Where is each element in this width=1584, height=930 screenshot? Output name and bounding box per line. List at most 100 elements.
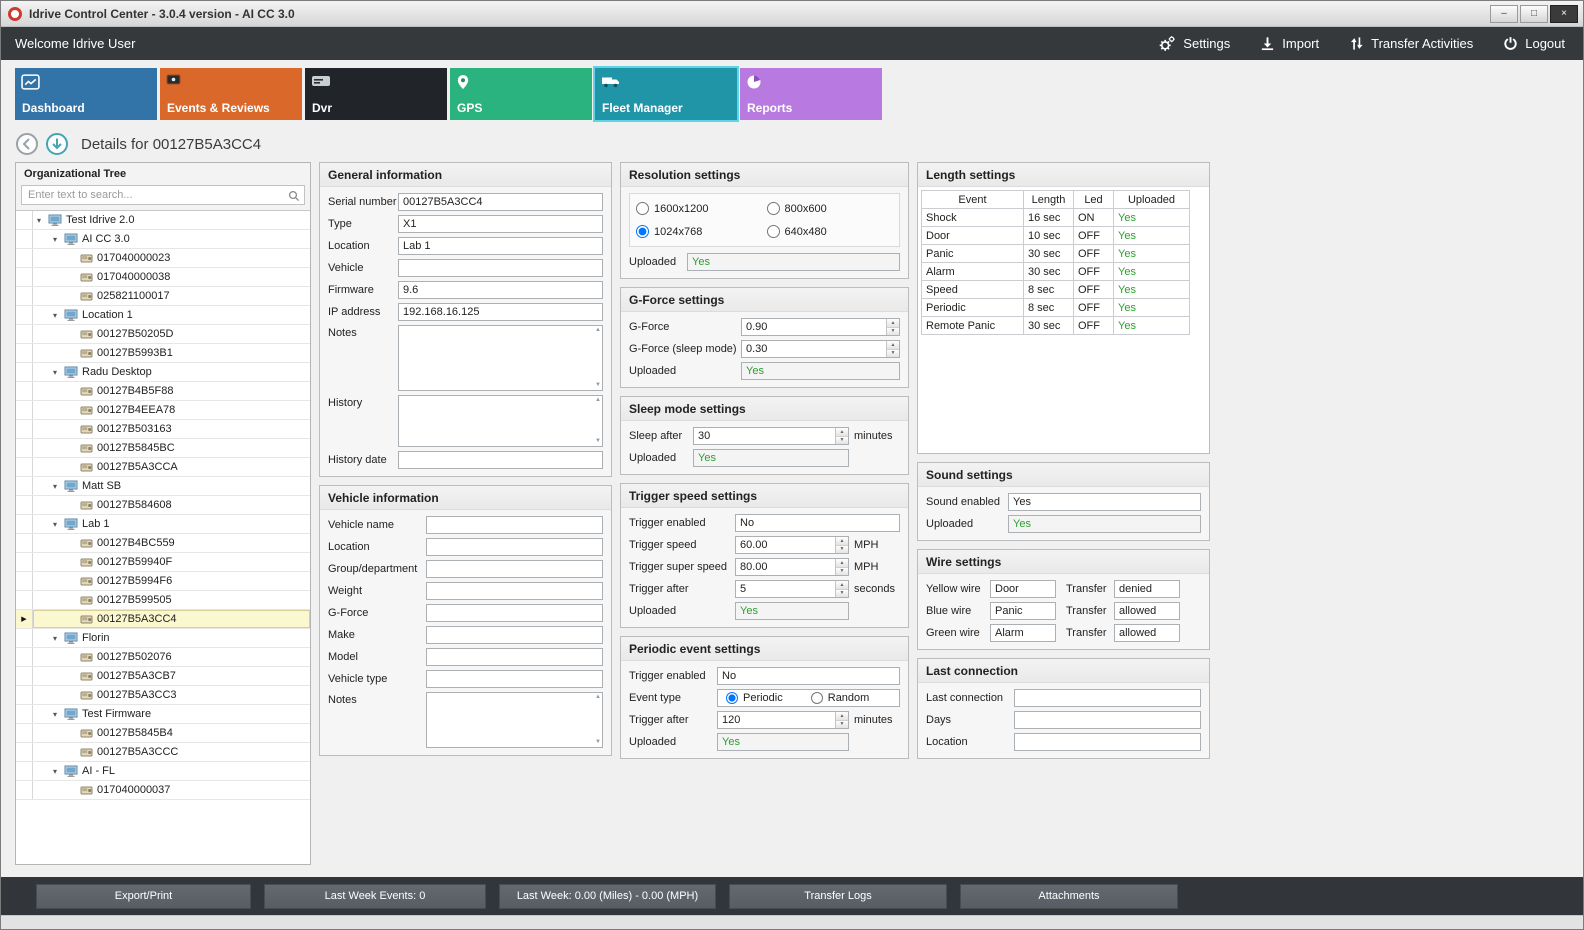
spin-up-button[interactable]: ▲ bbox=[836, 559, 848, 568]
tree-node[interactable]: 00127B5993B1 bbox=[16, 344, 310, 363]
tab-reports[interactable]: Reports bbox=[740, 68, 882, 120]
serial-number-input[interactable] bbox=[398, 193, 603, 211]
transfer-logs-button[interactable]: Transfer Logs bbox=[729, 883, 947, 909]
history-date-input[interactable] bbox=[398, 451, 603, 469]
tree-node[interactable]: ▾ Test Firmware bbox=[16, 705, 310, 724]
tree-node[interactable]: 00127B599505 bbox=[16, 591, 310, 610]
vehicle-type-input[interactable] bbox=[426, 670, 603, 688]
tree-node[interactable]: ▶ 00127B5A3CC4 bbox=[16, 610, 310, 629]
transfer-activities-button[interactable]: Transfer Activities bbox=[1349, 36, 1473, 51]
spin-up-button[interactable]: ▲ bbox=[887, 319, 899, 328]
history-textarea[interactable] bbox=[398, 395, 603, 447]
tree-node[interactable]: ▾ Location 1 bbox=[16, 306, 310, 325]
tree-node[interactable]: 00127B5994F6 bbox=[16, 572, 310, 591]
tree-node[interactable]: ▾ AI - FL bbox=[16, 762, 310, 781]
tree-node[interactable]: 00127B5A3CCC bbox=[16, 743, 310, 762]
blue-wire-input[interactable] bbox=[990, 602, 1056, 620]
ip-address-input[interactable] bbox=[398, 303, 603, 321]
radio-periodic[interactable] bbox=[726, 692, 738, 704]
tree-node[interactable]: 017040000037 bbox=[16, 781, 310, 800]
last-connection-input[interactable] bbox=[1014, 689, 1201, 707]
vehicle-gforce-input[interactable] bbox=[426, 604, 603, 622]
tree-node[interactable]: ▾ Radu Desktop bbox=[16, 363, 310, 382]
tab-dashboard[interactable]: Dashboard bbox=[15, 68, 157, 120]
radio-1024x768[interactable] bbox=[636, 225, 649, 238]
periodic-enabled-input[interactable] bbox=[717, 667, 900, 685]
spin-up-button[interactable]: ▲ bbox=[887, 341, 899, 350]
tree-node[interactable]: 00127B59940F bbox=[16, 553, 310, 572]
tree-node[interactable]: 025821100017 bbox=[16, 287, 310, 306]
spin-down-button[interactable]: ▼ bbox=[836, 545, 848, 553]
expand-arrow-icon[interactable]: ▾ bbox=[53, 481, 58, 491]
radio-640x480[interactable] bbox=[766, 225, 780, 238]
tree-node[interactable]: ▾ AI CC 3.0 bbox=[16, 230, 310, 249]
radio-random[interactable] bbox=[810, 692, 823, 704]
tree-search-input[interactable] bbox=[21, 185, 305, 205]
spin-down-button[interactable]: ▼ bbox=[887, 349, 899, 357]
maximize-button[interactable]: □ bbox=[1520, 4, 1548, 23]
expand-arrow-icon[interactable]: ▾ bbox=[37, 215, 42, 225]
attachments-button[interactable]: Attachments bbox=[960, 883, 1178, 909]
vehicle-input[interactable] bbox=[398, 259, 603, 277]
spin-up-button[interactable]: ▲ bbox=[836, 428, 848, 437]
vehicle-location-input[interactable] bbox=[426, 538, 603, 556]
length-table-row[interactable]: Door 10 sec OFF Yes bbox=[921, 226, 1190, 245]
import-button[interactable]: Import bbox=[1260, 36, 1319, 51]
sleep-after-input[interactable] bbox=[693, 427, 849, 445]
last-location-input[interactable] bbox=[1014, 733, 1201, 751]
trigger-after-input[interactable] bbox=[735, 580, 849, 598]
tree-node[interactable]: 00127B4BC559 bbox=[16, 534, 310, 553]
spin-down-button[interactable]: ▼ bbox=[887, 327, 899, 335]
tree-node[interactable]: 00127B4B5F88 bbox=[16, 382, 310, 401]
radio-800x600[interactable] bbox=[766, 202, 780, 215]
spin-down-button[interactable]: ▼ bbox=[836, 589, 848, 597]
length-table-row[interactable]: Shock 16 sec ON Yes bbox=[921, 208, 1190, 227]
logout-button[interactable]: Logout bbox=[1503, 36, 1565, 51]
spin-down-button[interactable]: ▼ bbox=[836, 720, 848, 728]
tab-dvr[interactable]: Dvr bbox=[305, 68, 447, 120]
last-week-miles-button[interactable]: Last Week: 0.00 (Miles) - 0.00 (MPH) bbox=[499, 883, 716, 909]
gforce-input[interactable] bbox=[741, 318, 900, 336]
radio-1600x1200[interactable] bbox=[636, 202, 649, 215]
tree-node[interactable]: 00127B503163 bbox=[16, 420, 310, 439]
yellow-wire-input[interactable] bbox=[990, 580, 1056, 598]
tree-node[interactable]: ▾ Test Idrive 2.0 bbox=[16, 211, 310, 230]
tree-node[interactable]: 00127B5845B4 bbox=[16, 724, 310, 743]
expand-arrow-icon[interactable]: ▾ bbox=[53, 519, 58, 529]
tree-node[interactable]: ▾ Florin bbox=[16, 629, 310, 648]
expand-arrow-icon[interactable]: ▾ bbox=[53, 709, 58, 719]
days-input[interactable] bbox=[1014, 711, 1201, 729]
periodic-after-input[interactable] bbox=[717, 711, 849, 729]
tree-node[interactable]: ▾ Matt SB bbox=[16, 477, 310, 496]
vehicle-name-input[interactable] bbox=[426, 516, 603, 534]
vehicle-notes-textarea[interactable] bbox=[426, 692, 603, 748]
trigger-super-speed-input[interactable] bbox=[735, 558, 849, 576]
trigger-speed-input[interactable] bbox=[735, 536, 849, 554]
yellow-wire-transfer-input[interactable] bbox=[1114, 580, 1180, 598]
spin-up-button[interactable]: ▲ bbox=[836, 581, 848, 590]
close-button[interactable]: × bbox=[1550, 4, 1578, 23]
length-table-row[interactable]: Remote Panic 30 sec OFF Yes bbox=[921, 316, 1190, 335]
expand-arrow-icon[interactable]: ▾ bbox=[53, 633, 58, 643]
settings-button[interactable]: Settings bbox=[1158, 35, 1230, 53]
group-department-input[interactable] bbox=[426, 560, 603, 578]
expand-arrow-icon[interactable]: ▾ bbox=[53, 234, 58, 244]
length-table-row[interactable]: Periodic 8 sec OFF Yes bbox=[921, 298, 1190, 317]
green-wire-transfer-input[interactable] bbox=[1114, 624, 1180, 642]
length-table-row[interactable]: Panic 30 sec OFF Yes bbox=[921, 244, 1190, 263]
spin-down-button[interactable]: ▼ bbox=[836, 567, 848, 575]
type-input[interactable] bbox=[398, 215, 603, 233]
make-input[interactable] bbox=[426, 626, 603, 644]
gforce-sleep-input[interactable] bbox=[741, 340, 900, 358]
sound-enabled-input[interactable] bbox=[1008, 493, 1201, 511]
spin-up-button[interactable]: ▲ bbox=[836, 537, 848, 546]
location-input[interactable] bbox=[398, 237, 603, 255]
trigger-enabled-input[interactable] bbox=[735, 514, 900, 532]
firmware-input[interactable] bbox=[398, 281, 603, 299]
tree-node[interactable]: 00127B5A3CC3 bbox=[16, 686, 310, 705]
tree-node[interactable]: 017040000023 bbox=[16, 249, 310, 268]
expand-arrow-icon[interactable]: ▾ bbox=[53, 367, 58, 377]
export-print-button[interactable]: Export/Print bbox=[36, 883, 251, 909]
tree-node[interactable]: 00127B5A3CB7 bbox=[16, 667, 310, 686]
tree-node[interactable]: 00127B50205D bbox=[16, 325, 310, 344]
